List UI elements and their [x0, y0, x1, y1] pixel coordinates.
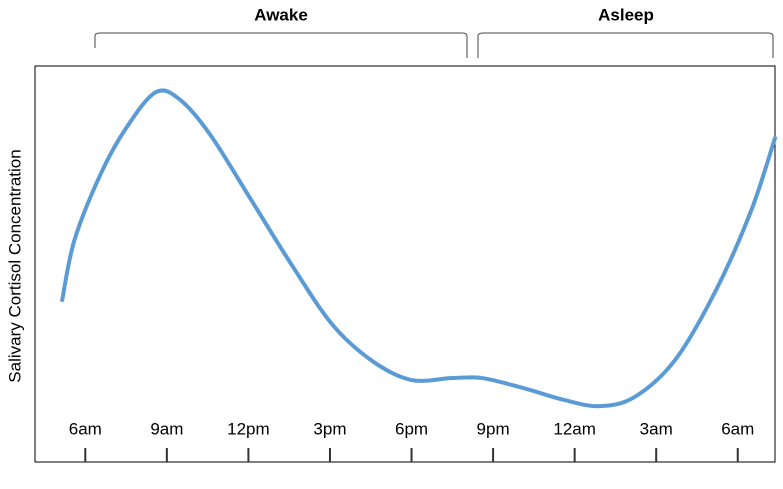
bracket — [94, 32, 468, 58]
annotation: Asleep — [598, 5, 654, 24]
x-tick-label: 6pm — [395, 419, 428, 438]
x-tick-label: 9pm — [477, 419, 510, 438]
x-tick-label: 9am — [150, 419, 183, 438]
x-tick-label: 6am — [69, 419, 102, 438]
line — [60, 88, 777, 409]
x-tick-label: 3am — [640, 419, 673, 438]
bracket — [477, 32, 774, 58]
y-axis-label: Salivary Cortisol Concentration — [5, 149, 24, 382]
x-tick-label: 12am — [553, 419, 596, 438]
plot-frame — [34, 65, 776, 463]
x-tick-label: 12pm — [227, 419, 270, 438]
annotation: Awake — [254, 5, 308, 24]
x-tick-label: 3pm — [313, 419, 346, 438]
x-tick-label: 6am — [721, 419, 754, 438]
